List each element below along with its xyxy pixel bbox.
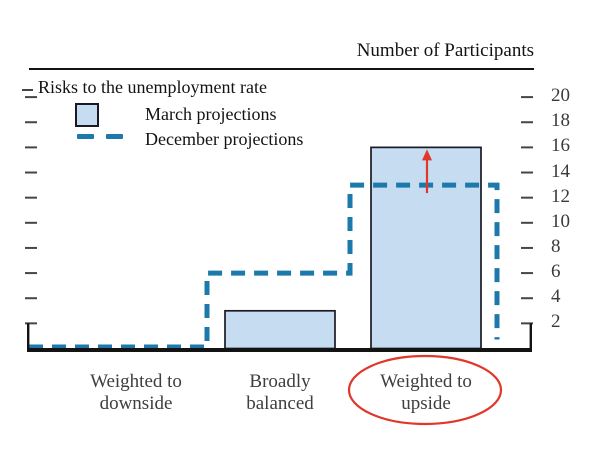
category-label-line: Broadly bbox=[249, 371, 311, 392]
y-tick-label-16: 16 bbox=[551, 135, 570, 157]
y-tick-label-6: 6 bbox=[551, 261, 561, 283]
y-tick-label-14: 14 bbox=[551, 160, 570, 182]
chart-subtitle: Risks to the unemployment rate bbox=[38, 77, 267, 97]
category-label-2: Weighted to upside bbox=[341, 371, 511, 415]
legend-december-dash-icon bbox=[106, 134, 123, 139]
category-label-0: Weighted to downside bbox=[51, 371, 221, 415]
december-step-line bbox=[29, 182, 500, 350]
y-tick-label-12: 12 bbox=[551, 185, 570, 207]
category-label-line: Weighted to bbox=[380, 371, 472, 392]
category-label-line: balanced bbox=[246, 393, 314, 414]
highlight-ellipse bbox=[347, 354, 503, 426]
category-label-line: downside bbox=[99, 393, 173, 414]
y-tick-label-18: 18 bbox=[551, 110, 570, 132]
legend-december-label: December projections bbox=[145, 129, 304, 149]
legend-march-label: March projections bbox=[145, 104, 277, 124]
legend-december-dash-icon bbox=[77, 134, 94, 139]
category-label-1: Broadly balanced bbox=[195, 371, 365, 415]
top-border-line bbox=[29, 68, 534, 70]
category-label-line: upside bbox=[401, 393, 451, 414]
march-bar-1 bbox=[224, 309, 336, 350]
y-tick-label-4: 4 bbox=[551, 286, 561, 308]
increase-arrow-head bbox=[422, 149, 432, 161]
y-tick-label-2: 2 bbox=[551, 311, 561, 333]
y-axis-title: Number of Participants bbox=[356, 40, 534, 61]
y-tick-label-8: 8 bbox=[551, 235, 561, 257]
legend-march-swatch bbox=[75, 103, 99, 127]
y-tick-label-20: 20 bbox=[551, 85, 570, 107]
y-tick-label-10: 10 bbox=[551, 210, 570, 232]
category-label-line: Weighted to bbox=[90, 371, 182, 392]
